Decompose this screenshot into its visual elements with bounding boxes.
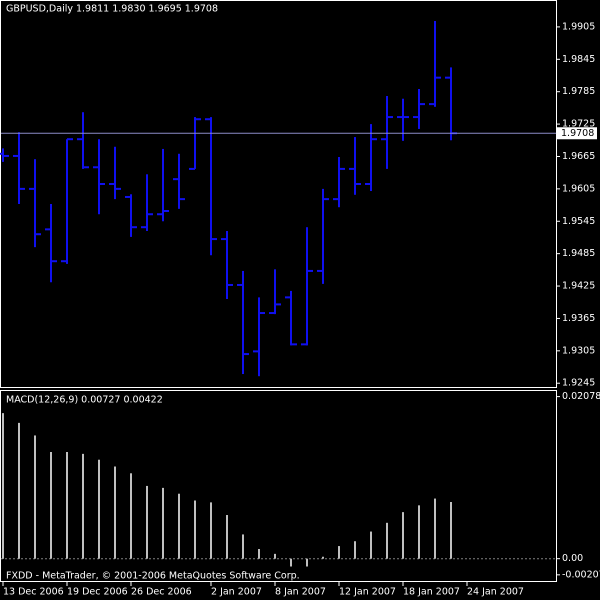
y-tick-label: 0.02078	[562, 391, 600, 402]
y-tick-label: -0.00207	[562, 569, 600, 580]
y-tick-label: 1.9785	[562, 86, 595, 97]
y-tick-label: 0.00	[562, 553, 583, 564]
x-tick-label: 8 Jan 2007	[275, 587, 326, 598]
y-tick-label: 1.9425	[562, 281, 595, 292]
price-title: GBPUSD,Daily 1.9811 1.9830 1.9695 1.9708	[6, 4, 218, 15]
x-tick-label: 24 Jan 2007	[467, 587, 524, 598]
x-tick-label: 13 Dec 2006	[3, 587, 64, 598]
x-tick-label: 19 Dec 2006	[67, 587, 128, 598]
macd-title: MACD(12,26,9) 0.00727 0.00422	[6, 395, 163, 406]
current-price-label: 1.9708	[561, 128, 594, 139]
y-tick-label: 1.9605	[562, 183, 595, 194]
y-tick-label: 1.9245	[562, 378, 595, 389]
y-tick-label: 1.9305	[562, 345, 595, 356]
x-tick-label: 2 Jan 2007	[211, 587, 262, 598]
y-tick-label: 1.9665	[562, 151, 595, 162]
x-tick-label: 18 Jan 2007	[403, 587, 460, 598]
current-price-box	[557, 127, 597, 140]
y-tick-label: 1.9485	[562, 248, 595, 259]
y-tick-label: 1.9725	[562, 119, 595, 130]
y-tick-label: 1.9545	[562, 216, 595, 227]
y-tick-label: 1.9365	[562, 313, 595, 324]
y-tick-label: 1.9905	[562, 21, 595, 32]
macd-panel	[0, 390, 557, 582]
footer: FXDD - MetaTrader, © 2001-2006 MetaQuote…	[6, 571, 300, 582]
price-panel	[0, 0, 557, 388]
y-tick-label: 1.9845	[562, 54, 595, 65]
x-tick-label: 26 Dec 2006	[131, 587, 192, 598]
x-tick-label: 12 Jan 2007	[339, 587, 396, 598]
